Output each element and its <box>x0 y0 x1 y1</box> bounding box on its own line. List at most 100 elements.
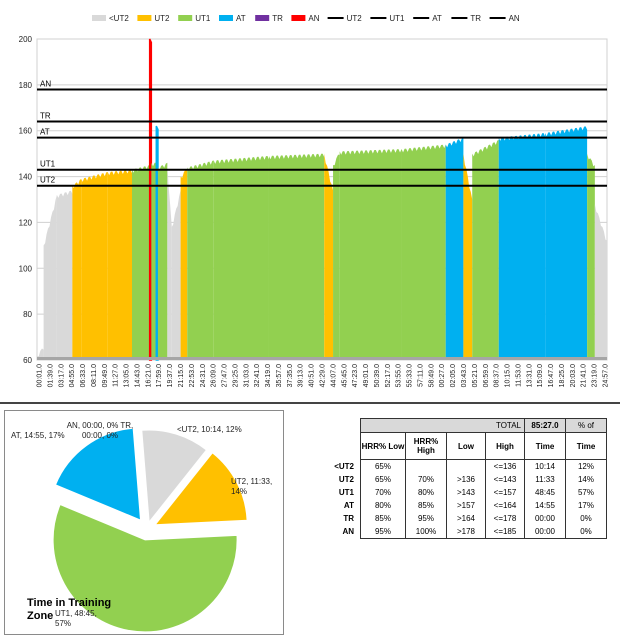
header-hrr-high: HRR% High <box>405 432 447 460</box>
row-zone: TR <box>343 514 354 523</box>
x-tick-label: 26:09.0 <box>211 364 218 387</box>
x-tick-label: 22:53.0 <box>189 364 196 387</box>
row-high: <=164 <box>485 499 525 512</box>
row-low: >178 <box>446 525 486 539</box>
pie-label-tr: TR, 00:00, 0% <box>81 421 134 440</box>
threshold-label-ut2: UT2 <box>40 176 56 185</box>
row-hrr-high: 85% <box>405 499 447 512</box>
chart-legend: <UT2 UT2 UT1 AT TR AN UT2 UT1 AT TR AN <box>92 14 520 23</box>
row-pct: 0% <box>565 512 607 525</box>
x-tick-label: 15:09.0 <box>537 364 544 387</box>
row-hrr-low: 95% <box>360 525 406 539</box>
row-high: <=136 <box>485 459 525 473</box>
area-segment-ut1 <box>268 153 325 360</box>
pie-slice-ut2 <box>154 452 248 526</box>
table-row: UT2 65% 70% >136 <=143 11:33 14% <box>326 473 607 486</box>
x-tick-label: 19:37.0 <box>167 364 174 387</box>
x-tick-label: 53:55.0 <box>396 364 403 387</box>
row-hrr-low: 65% <box>360 459 406 473</box>
x-tick-label: 08:37.0 <box>494 364 501 387</box>
x-tick-label: 23:19.0 <box>592 364 599 387</box>
area-segment-below-ut2 <box>167 165 172 360</box>
legend-label: UT1 <box>389 14 405 23</box>
threshold-label-an: AN <box>40 79 51 88</box>
legend-swatch <box>291 15 306 21</box>
pie-label-ut2: UT2, 11:33, 14% <box>231 477 273 496</box>
x-tick-label: 45:45.0 <box>341 364 348 387</box>
x-axis: 00:01.0 01:39.0 03:17.0 04:55.0 06:33.0 08:11… <box>37 364 610 387</box>
x-tick-label: 50:39.0 <box>374 364 381 387</box>
x-tick-label: 00:27.0 <box>439 364 446 387</box>
legend-swatch <box>219 15 233 21</box>
x-tick-label: 16:47.0 <box>548 364 555 387</box>
x-tick-label: 17:59.0 <box>156 364 163 387</box>
threshold-label-tr: TR <box>40 112 51 121</box>
row-hrr-high: 80% <box>405 486 447 499</box>
area-segment-an <box>148 38 153 361</box>
row-pct: 0% <box>565 525 607 539</box>
total-time: 85:27.0 <box>524 418 566 433</box>
total-label: TOTAL <box>360 418 525 433</box>
header-time: Time <box>524 432 566 460</box>
pie-label-an: AN, 00:00, 0% <box>66 421 119 430</box>
row-time: 48:45 <box>524 486 566 499</box>
pie-label-at: AT, 14:55, 17% <box>11 431 65 440</box>
row-time: 00:00 <box>524 512 566 525</box>
legend-label: AN <box>308 14 319 23</box>
y-tick-label: 180 <box>19 81 33 90</box>
x-tick-label: 58:49.0 <box>428 364 435 387</box>
x-tick-label: 20:03.0 <box>570 364 577 387</box>
pie-label-an-tr: AN, 00:00, 0% TR, 00:00, 0% <box>65 421 135 441</box>
x-tick-label: 11:27.0 <box>113 364 120 387</box>
area-segment-ut2 <box>72 178 82 360</box>
area-segment-ut1 <box>132 165 150 360</box>
row-high: <=178 <box>485 512 525 525</box>
threshold-label-at: AT <box>40 128 50 137</box>
table-row: UT1 70% 80% >143 <=157 48:45 57% <box>326 486 607 499</box>
legend-label: <UT2 <box>109 14 129 23</box>
x-tick-label: 09:49.0 <box>102 364 109 387</box>
legend-label: AN <box>509 14 520 23</box>
heart-rate-chart: <UT2 UT2 UT1 AT TR AN UT2 UT1 AT TR AN AN TR AT UT1 UT… <box>19 14 610 387</box>
row-zone: UT2 <box>338 475 354 484</box>
row-high: <=143 <box>485 473 525 486</box>
x-tick-label: 04:55.0 <box>69 364 76 387</box>
pie-slice-at <box>54 427 142 521</box>
x-tick-label: 02:05.0 <box>450 364 457 387</box>
x-tick-label: 11:53.0 <box>515 364 522 387</box>
area-segment-ut1 <box>187 160 214 360</box>
x-tick-label: 44:07.0 <box>330 364 337 387</box>
zone-table: TOTAL 85:27.0 % of HRR% Low HRR% High Lo… <box>326 418 607 539</box>
area-segment-ut2 <box>180 169 188 360</box>
section-divider <box>0 402 620 404</box>
area-segment-ut1 <box>151 162 157 360</box>
x-tick-label: 03:17.0 <box>58 364 65 387</box>
area-segment-ut1 <box>157 162 168 360</box>
y-tick-label: 200 <box>19 35 33 44</box>
legend-label: UT2 <box>154 14 170 23</box>
x-tick-label: 31:03.0 <box>243 364 250 387</box>
area-segment-at <box>545 126 588 361</box>
row-hrr-high: 100% <box>405 525 447 539</box>
row-pct: 14% <box>565 473 607 486</box>
pie-label-ut1: UT1, 48:45, 57% <box>55 609 97 628</box>
row-hrr-low: 65% <box>360 473 406 486</box>
x-tick-label: 24:31.0 <box>200 364 207 387</box>
y-axis: 60 80 100 120 140 160 180 200 <box>19 35 33 365</box>
row-pct: 57% <box>565 486 607 499</box>
x-tick-label: 39:13.0 <box>298 364 305 387</box>
pie-label-ut2-below: <UT2, 10:14, 12% <box>177 425 242 434</box>
pie-slice-ut1 <box>52 503 238 633</box>
x-tick-label: 18:25.0 <box>559 364 566 387</box>
row-pct: 17% <box>565 499 607 512</box>
legend-swatch <box>92 15 106 21</box>
row-time: 11:33 <box>524 473 566 486</box>
pie-chart-panel: AN, 00:00, 0% TR, 00:00, 0% <UT2, 10:14,… <box>4 410 284 635</box>
legend-label: AT <box>432 14 442 23</box>
area-segment-ut1 <box>401 144 446 360</box>
x-tick-label: 16:21.0 <box>145 364 152 387</box>
pct-header: % of <box>565 418 607 433</box>
threshold-lines: AN TR AT UT1 UT2 <box>37 79 607 187</box>
row-hrr-high <box>405 459 447 473</box>
x-tick-label: 27:47.0 <box>222 364 229 387</box>
